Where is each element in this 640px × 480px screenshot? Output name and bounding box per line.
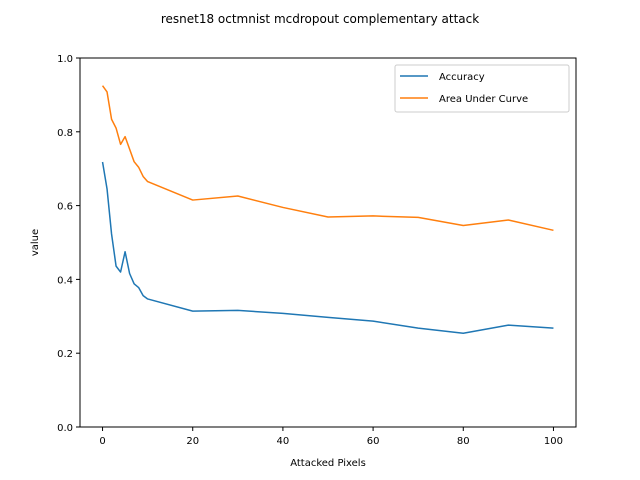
x-axis-ticks: 0 20 40 60 80 100 xyxy=(99,427,563,447)
x-axis-label: Attacked Pixels xyxy=(290,458,366,469)
y-tick-label: 0.0 xyxy=(57,423,73,434)
x-tick-label: 40 xyxy=(277,436,290,447)
y-axis-ticks: 0.0 0.2 0.4 0.6 0.8 1.0 xyxy=(57,54,80,434)
plot-area xyxy=(101,85,554,335)
series-line-1 xyxy=(101,161,554,335)
legend-label-1: Accuracy xyxy=(439,72,485,83)
legend: Accuracy Area Under Curve xyxy=(394,64,570,113)
legend-label-2: Area Under Curve xyxy=(439,94,528,105)
y-tick-label: 0.6 xyxy=(57,202,73,213)
y-tick-label: 0.2 xyxy=(57,349,73,360)
x-tick-label: 80 xyxy=(457,436,470,447)
x-tick-label: 20 xyxy=(186,436,199,447)
series-line-2 xyxy=(101,85,554,232)
y-tick-label: 1.0 xyxy=(57,54,73,65)
x-tick-label: 0 xyxy=(99,436,105,447)
y-axis-label: value xyxy=(30,229,41,256)
chart-title: resnet18 octmnist mcdropout complementar… xyxy=(161,12,479,26)
y-tick-label: 0.8 xyxy=(57,128,73,139)
x-tick-label: 100 xyxy=(544,436,563,447)
legend-box xyxy=(394,64,570,113)
x-tick-label: 60 xyxy=(367,436,380,447)
axes-frame xyxy=(79,57,577,428)
y-tick-label: 0.4 xyxy=(57,275,73,286)
